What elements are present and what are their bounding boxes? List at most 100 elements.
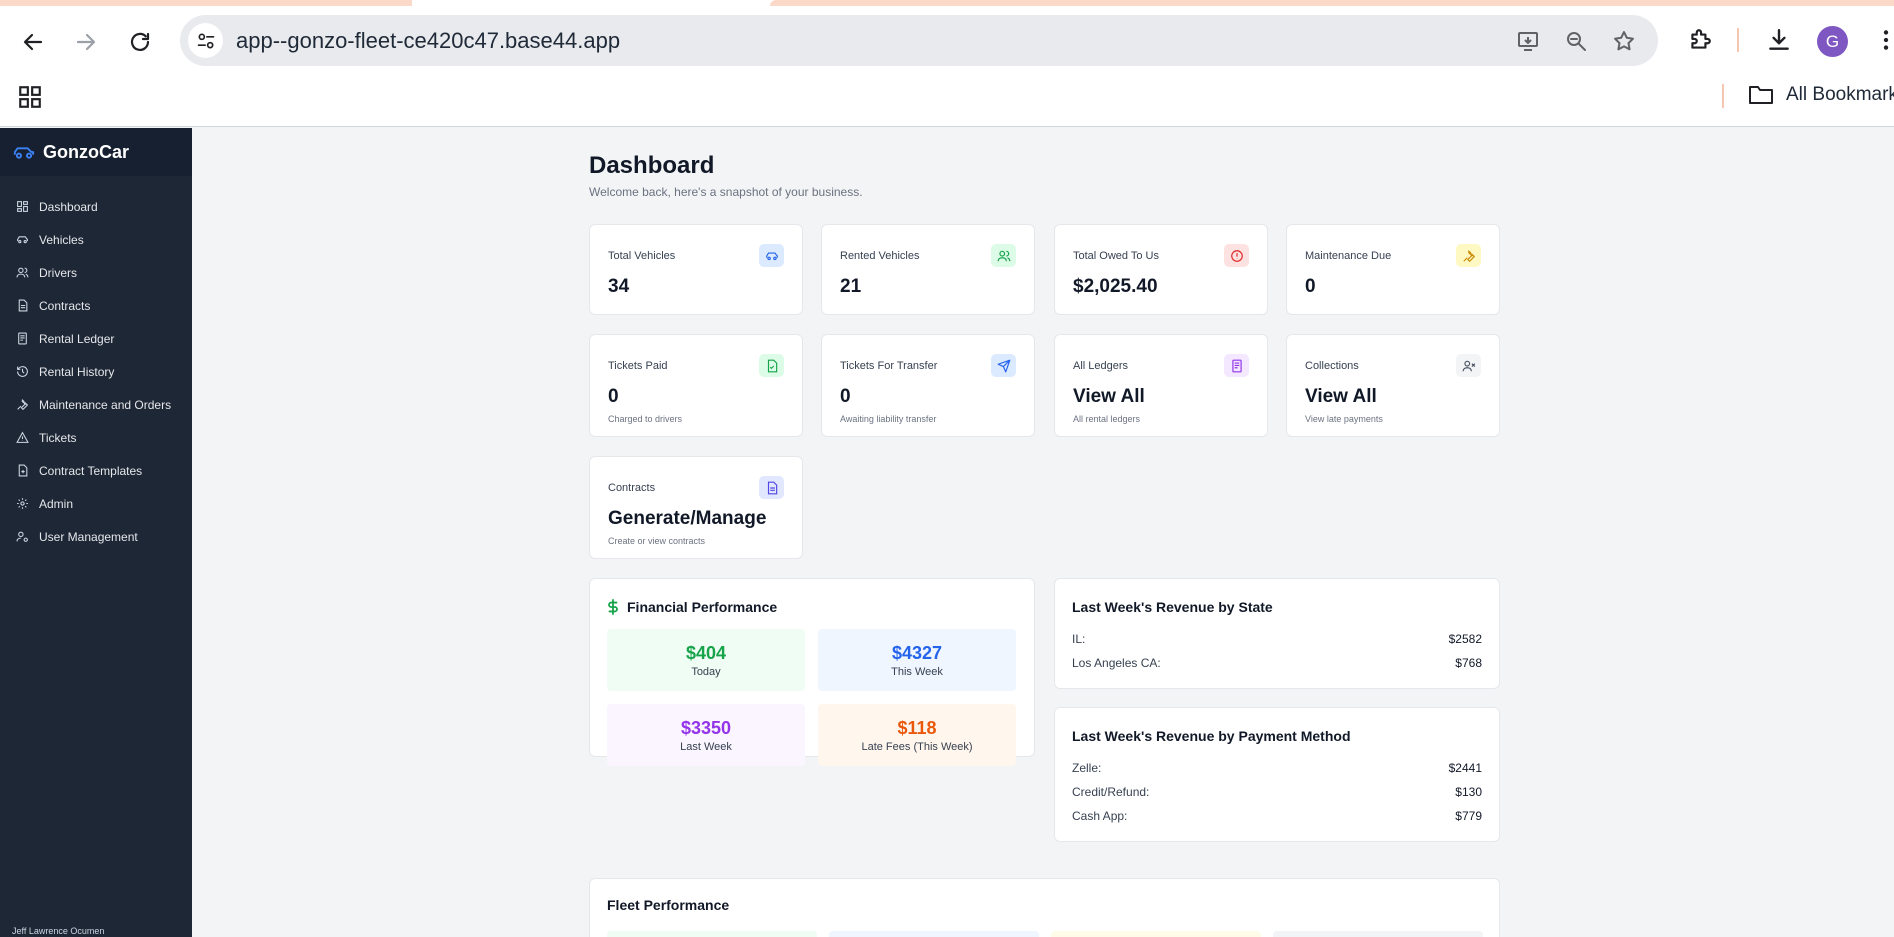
finance-this-week: $4327 This Week — [818, 629, 1016, 691]
sidebar-item-label: Rental Ledger — [39, 331, 115, 346]
stat-label: Maintenance Due — [1305, 250, 1392, 262]
stat-card-contracts[interactable]: Contracts Generate/Manage Create or view… — [589, 456, 803, 559]
forward-button[interactable] — [66, 22, 106, 62]
finance-last-week: $3350 Last Week — [607, 704, 805, 766]
brand-header[interactable]: GonzoCar — [0, 128, 192, 176]
stat-value: 21 — [840, 276, 862, 297]
reload-button[interactable] — [120, 22, 160, 62]
stat-card-maintenance-due[interactable]: Maintenance Due 0 — [1286, 224, 1500, 315]
finance-label: Late Fees (This Week) — [861, 741, 973, 753]
revenue-label: Cash App: — [1072, 809, 1128, 823]
profile-avatar[interactable]: G — [1817, 26, 1848, 57]
sidebar-item-admin[interactable]: Admin — [0, 487, 192, 520]
bookmark-star-button[interactable] — [1610, 27, 1638, 55]
revenue-row: Cash App: $779 — [1072, 809, 1482, 823]
stat-card-tickets-transfer[interactable]: Tickets For Transfer 0 Awaiting liabilit… — [821, 334, 1035, 437]
stat-card-rented-vehicles[interactable]: Rented Vehicles 21 — [821, 224, 1035, 315]
stat-value: $2,025.40 — [1073, 276, 1158, 297]
zoom-out-icon — [1567, 32, 1586, 51]
stat-label: Collections — [1305, 360, 1359, 372]
browser-toolbar: app--gonzo-fleet-ce420c47.base44.app G A… — [0, 0, 1894, 127]
finance-value: $4327 — [891, 643, 943, 663]
ledger-icon — [18, 332, 27, 345]
sidebar-item-contracts[interactable]: Contracts — [0, 289, 192, 322]
stat-card-tickets-paid[interactable]: Tickets Paid 0 Charged to drivers — [589, 334, 803, 437]
tune-icon — [197, 33, 214, 49]
revenue-by-state-panel: Last Week's Revenue by State IL: $2582 L… — [1054, 578, 1500, 689]
stat-value: 0 — [840, 386, 851, 407]
sidebar-item-dashboard[interactable]: Dashboard — [0, 190, 192, 223]
puzzle-icon — [1691, 29, 1711, 49]
kebab-menu-icon — [1883, 30, 1889, 50]
history-icon — [17, 366, 28, 377]
site-info-button[interactable] — [188, 23, 223, 58]
sidebar-item-label: Drivers — [39, 265, 77, 280]
revenue-row: Credit/Refund: $130 — [1072, 785, 1482, 799]
stat-label: Rented Vehicles — [840, 250, 920, 262]
fleet-tile — [829, 931, 1039, 937]
grid-icon — [17, 201, 28, 212]
address-bar[interactable]: app--gonzo-fleet-ce420c47.base44.app — [180, 15, 1658, 66]
sidebar-item-tickets[interactable]: Tickets — [0, 421, 192, 454]
extensions-button[interactable] — [1682, 22, 1718, 58]
sidebar: GonzoCar Dashboard Vehicles Drivers Cont… — [0, 128, 192, 937]
revenue-amount: $2582 — [1448, 632, 1482, 646]
finance-label: This Week — [891, 666, 943, 678]
warning-icon — [16, 431, 29, 443]
sidebar-item-label: Vehicles — [39, 232, 84, 247]
stat-label: Contracts — [608, 482, 656, 494]
inactive-tab[interactable] — [0, 0, 412, 6]
stat-value: View All — [1073, 386, 1145, 407]
sidebar-item-user-management[interactable]: User Management — [0, 520, 192, 553]
car-icon — [759, 244, 784, 267]
revenue-row: Los Angeles CA: $768 — [1072, 656, 1482, 670]
folder-icon — [1749, 86, 1773, 104]
revenue-label: Los Angeles CA: — [1072, 656, 1161, 670]
stat-label: Total Owed To Us — [1073, 250, 1160, 262]
stat-card-total-owed[interactable]: Total Owed To Us $2,025.40 — [1054, 224, 1268, 315]
fleet-tile — [1273, 931, 1483, 937]
brand-name: GonzoCar — [43, 141, 130, 162]
main-content: Dashboard Welcome back, here's a snapsho… — [192, 128, 1894, 937]
stat-value: 0 — [1305, 276, 1316, 297]
all-bookmarks-button[interactable]: All Bookmarks — [1748, 84, 1894, 106]
panel-title: Financial Performance — [607, 599, 777, 615]
sidebar-item-maintenance[interactable]: Maintenance and Orders — [0, 388, 192, 421]
star-icon — [1614, 31, 1634, 51]
inactive-tab[interactable] — [770, 0, 1894, 6]
car-icon — [17, 236, 28, 244]
zoom-button[interactable] — [1562, 27, 1590, 55]
wrench-icon — [1456, 244, 1481, 267]
stat-card-collections[interactable]: Collections View All View late payments — [1286, 334, 1500, 437]
stat-value: 34 — [608, 276, 630, 297]
back-button[interactable] — [13, 22, 53, 62]
stat-card-total-vehicles[interactable]: Total Vehicles 34 — [589, 224, 803, 315]
downloads-button[interactable] — [1761, 22, 1797, 58]
apps-grid-icon[interactable] — [17, 84, 43, 110]
browser-menu-button[interactable] — [1868, 22, 1894, 58]
revenue-method-title: Last Week's Revenue by Payment Method — [1072, 728, 1351, 744]
sidebar-item-rental-history[interactable]: Rental History — [0, 355, 192, 388]
file-plus-icon — [18, 464, 28, 477]
revenue-state-title: Last Week's Revenue by State — [1072, 599, 1273, 615]
stat-card-all-ledgers[interactable]: All Ledgers View All All rental ledgers — [1054, 334, 1268, 437]
fleet-title: Fleet Performance — [607, 897, 730, 913]
revenue-label: Credit/Refund: — [1072, 785, 1150, 799]
sidebar-item-rental-ledger[interactable]: Rental Ledger — [0, 322, 192, 355]
alert-circle-icon — [1224, 244, 1249, 267]
sidebar-item-drivers[interactable]: Drivers — [0, 256, 192, 289]
dollar-icon — [608, 599, 618, 615]
car-logo-icon — [13, 147, 35, 159]
revenue-amount: $2441 — [1448, 761, 1482, 775]
sidebar-item-contract-templates[interactable]: Contract Templates — [0, 454, 192, 487]
file-icon — [18, 299, 28, 312]
toolbar-divider — [1737, 28, 1739, 52]
url-text[interactable]: app--gonzo-fleet-ce420c47.base44.app — [236, 28, 621, 53]
install-app-button[interactable] — [1514, 27, 1542, 55]
sidebar-item-vehicles[interactable]: Vehicles — [0, 223, 192, 256]
revenue-label: Zelle: — [1072, 761, 1102, 775]
finance-late-fees: $118 Late Fees (This Week) — [818, 704, 1016, 766]
reload-icon — [130, 32, 150, 51]
sidebar-item-label: Tickets — [39, 430, 77, 445]
finance-value: $404 — [685, 643, 727, 663]
